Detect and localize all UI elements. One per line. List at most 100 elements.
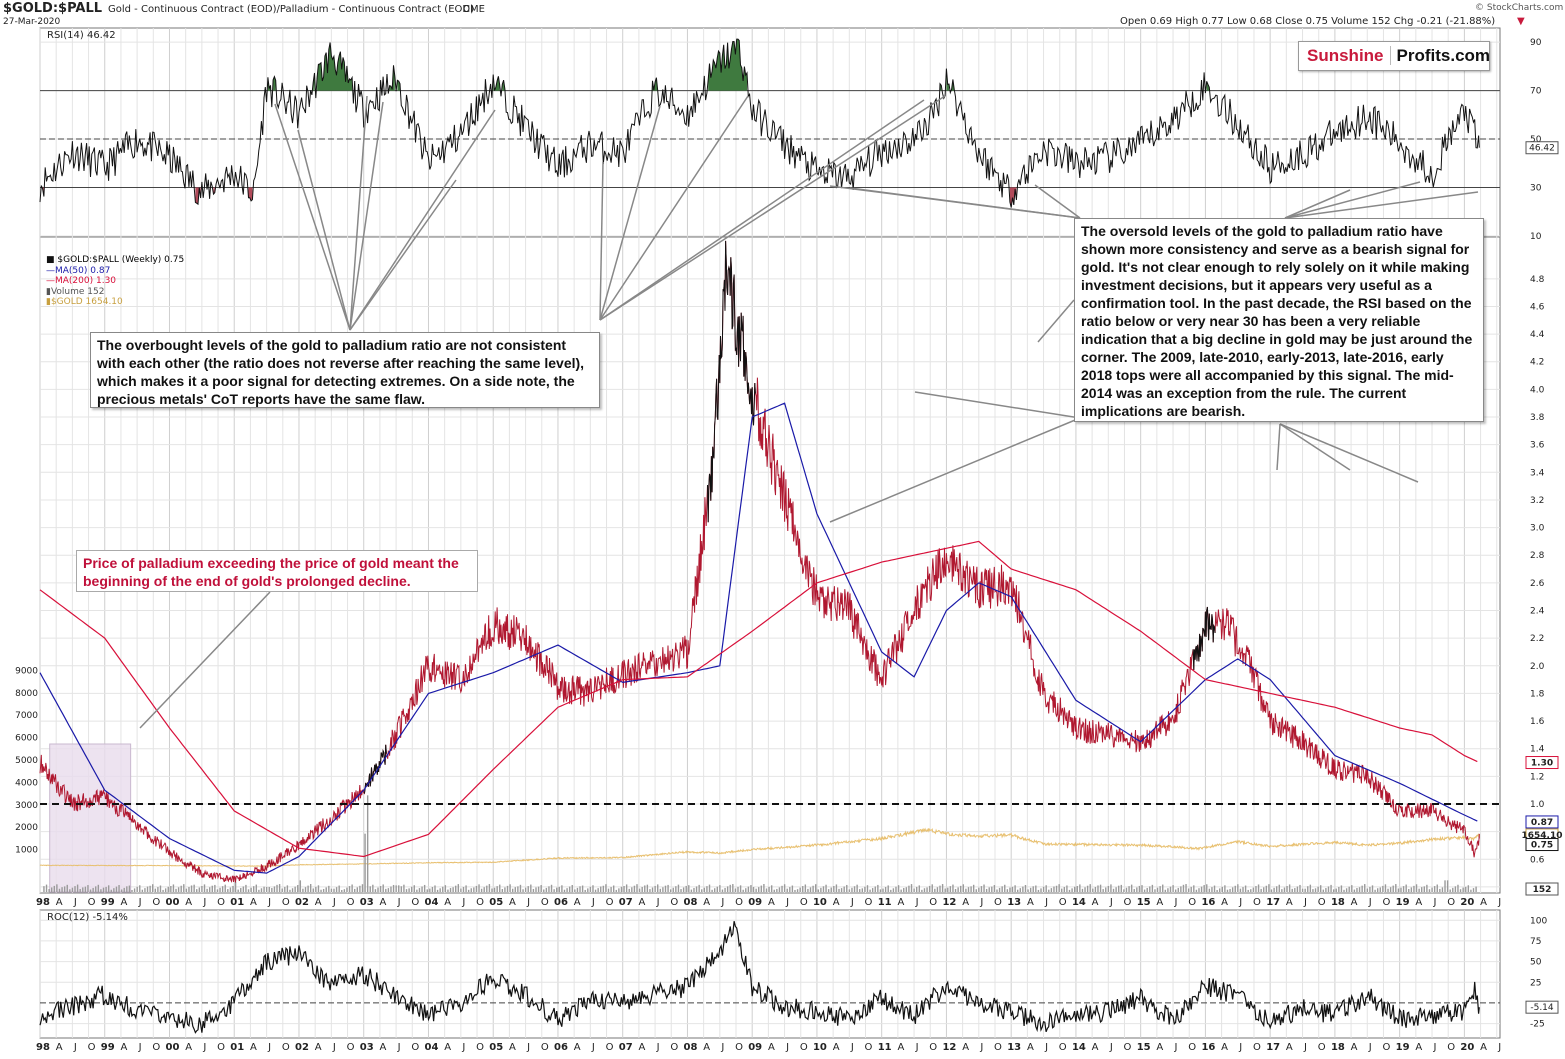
- volume-bar: [1237, 884, 1239, 892]
- x-axis-label: A: [509, 897, 516, 908]
- volume-bar: [473, 887, 475, 892]
- volume-bar: [664, 885, 667, 892]
- volume-bar: [1149, 886, 1151, 892]
- volume-bar: [1273, 887, 1275, 892]
- volume-bar: [962, 884, 965, 892]
- volume-bar: [716, 886, 718, 892]
- volume-bar: [392, 884, 395, 892]
- volume-bar: [675, 886, 677, 892]
- volume-bar: [188, 887, 190, 892]
- x-axis-label: O: [476, 897, 484, 908]
- price-value-tag: [1525, 882, 1559, 896]
- ratio-line-black: [707, 240, 756, 523]
- volume-bar: [247, 889, 250, 892]
- x-axis-label: O: [994, 897, 1002, 908]
- volume-bar: [198, 887, 201, 892]
- volume-bar: [530, 884, 532, 892]
- legend-entry-ma200: —MA(200) 1.30: [46, 276, 117, 287]
- volume-bar: [338, 885, 340, 892]
- volume-bar: [1260, 888, 1262, 892]
- volume-bar: [1436, 884, 1438, 892]
- volume-bar: [1102, 889, 1104, 892]
- volume-bar: [967, 887, 970, 892]
- rsi-overbought-fill: [273, 76, 276, 91]
- volume-bar: [374, 889, 377, 892]
- volume-bar: [426, 889, 428, 892]
- volume-bar: [480, 888, 483, 892]
- volume-bar: [864, 886, 866, 892]
- x-axis-label: 99: [101, 897, 115, 908]
- volume-bar: [493, 887, 496, 892]
- x-axis-label-bottom: J: [461, 1042, 465, 1053]
- volume-bar: [457, 884, 460, 892]
- volume-bar: [615, 889, 617, 892]
- volume-bar: [304, 887, 307, 892]
- volume-bar: [1105, 887, 1107, 892]
- price-tick-label-right: 3.8: [1530, 413, 1545, 423]
- price-value-tag: [1525, 838, 1559, 852]
- volume-bar: [1423, 886, 1426, 892]
- volume-bar: [97, 884, 100, 892]
- volume-bar: [403, 884, 405, 892]
- volume-bar: [325, 887, 327, 892]
- volume-bar: [838, 888, 840, 892]
- x-axis-label-bottom: J: [1433, 1042, 1437, 1053]
- volume-bar: [729, 884, 731, 892]
- volume-bar: [149, 885, 151, 892]
- volume-bar: [892, 888, 895, 892]
- volume-bar: [905, 887, 908, 892]
- callout-pointer: [849, 187, 1081, 219]
- x-axis-label-bottom: J: [1238, 1042, 1242, 1053]
- volume-bar: [859, 889, 861, 892]
- x-axis-label: O: [735, 897, 743, 908]
- x-axis-label: O: [1124, 897, 1132, 908]
- volume-bar: [1200, 886, 1203, 892]
- volume-bar: [390, 886, 392, 892]
- volume-bar: [1190, 886, 1192, 892]
- volume-bar: [79, 888, 81, 892]
- volume-bar: [447, 889, 449, 892]
- x-axis-label-bottom: A: [185, 1042, 192, 1053]
- volume-bar: [527, 886, 529, 892]
- x-axis-label-bottom: 16: [1201, 1042, 1215, 1053]
- volume-bar: [1048, 889, 1050, 892]
- volume-bar: [1219, 888, 1221, 892]
- x-axis-label: 14: [1072, 897, 1086, 908]
- x-axis-label: J: [1109, 897, 1113, 908]
- x-axis-label-bottom: A: [444, 1042, 451, 1053]
- x-axis-label: O: [800, 897, 808, 908]
- volume-bar: [680, 889, 682, 892]
- x-axis-label: O: [1447, 897, 1455, 908]
- volume-bar: [144, 888, 146, 892]
- x-axis-label-bottom: 12: [942, 1042, 956, 1053]
- volume-bar: [1431, 887, 1433, 892]
- x-axis-label: 10: [813, 897, 827, 908]
- volume-bar: [1001, 886, 1003, 892]
- volume-bar: [726, 886, 729, 892]
- price-tick-label-left: 1000: [15, 846, 38, 856]
- x-axis-label-bottom: 07: [619, 1042, 633, 1053]
- callout-pointer: [349, 179, 457, 331]
- volume-bar: [698, 884, 700, 892]
- volume-bar: [1389, 887, 1392, 892]
- volume-bar: [1286, 885, 1288, 892]
- x-axis-label: J: [915, 897, 919, 908]
- price-tick-label-left: 7000: [15, 711, 38, 721]
- volume-bar: [1242, 887, 1244, 892]
- volume-bar: [1004, 884, 1006, 892]
- price-tick-label-right: 1.0: [1530, 800, 1545, 810]
- volume-bar: [1239, 888, 1242, 892]
- callout-pointer: [1279, 423, 1351, 471]
- volume-bar: [747, 886, 750, 892]
- volume-bar: [1441, 887, 1444, 892]
- x-axis-label: A: [703, 897, 710, 908]
- volume-bar: [1439, 888, 1441, 892]
- volume-bar: [509, 884, 511, 892]
- volume-bar: [1169, 886, 1172, 892]
- volume-bar: [677, 884, 680, 892]
- volume-bar: [939, 885, 941, 892]
- volume-bar: [1296, 886, 1299, 892]
- volume-bar: [74, 886, 76, 892]
- volume-bar: [1309, 884, 1312, 892]
- price-tick-label-right: 4.2: [1530, 358, 1544, 368]
